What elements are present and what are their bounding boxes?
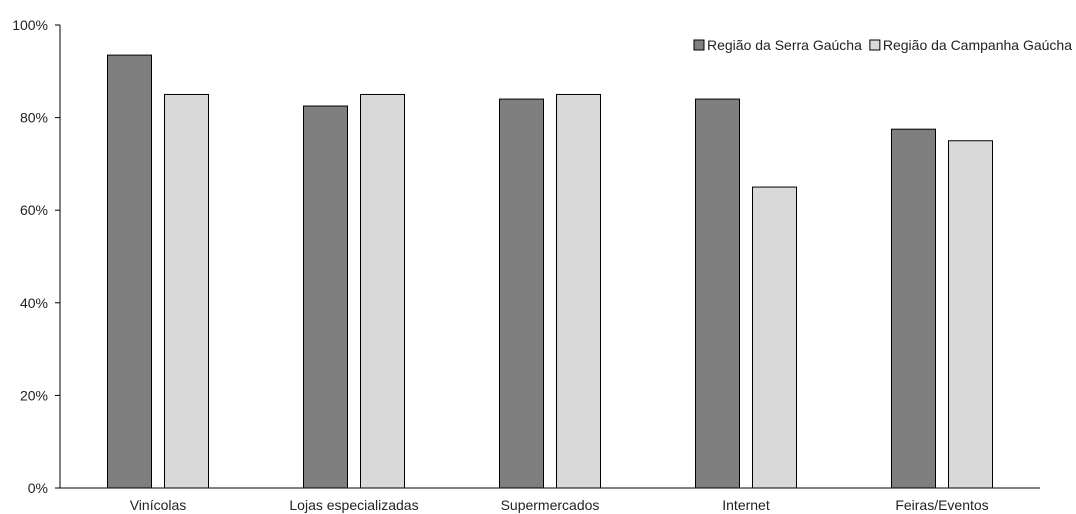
bars — [107, 54, 993, 489]
bar-serra-1 — [303, 105, 348, 489]
y-tick-label: 40% — [20, 295, 48, 311]
bar-campanha-4 — [948, 140, 993, 489]
legend-label: Região da Serra Gaúcha — [707, 37, 862, 53]
bar-campanha-0 — [164, 93, 209, 489]
y-tick-label: 60% — [20, 202, 48, 218]
x-tick-label: Internet — [722, 497, 770, 513]
bar-campanha-3 — [752, 186, 797, 489]
legend-swatch — [693, 39, 705, 51]
bar-serra-0 — [107, 54, 152, 489]
y-tick-label: 0% — [28, 480, 48, 496]
y-tick-label: 80% — [20, 110, 48, 126]
y-axis: 0% 20% 40% 60% 80% 100% — [12, 17, 61, 496]
x-tick-label: Feiras/Eventos — [895, 497, 988, 513]
y-tick-label: 100% — [12, 17, 48, 33]
bar-serra-4 — [891, 128, 936, 489]
x-tick-label: Lojas especializadas — [289, 497, 418, 513]
x-tick-label: Supermercados — [501, 497, 600, 513]
legend: Região da Serra Gaúcha Região da Campanha… — [693, 37, 1072, 53]
x-axis: Vinícolas Lojas especializadas Supermercad… — [60, 487, 1040, 513]
x-tick-label: Vinícolas — [130, 497, 187, 513]
legend-swatch — [869, 39, 881, 51]
bar-serra-2 — [499, 98, 544, 489]
bar-serra-3 — [695, 98, 740, 489]
y-tick-label: 20% — [20, 387, 48, 403]
bar-campanha-2 — [556, 93, 601, 489]
legend-label: Região da Campanha Gaúcha — [883, 37, 1072, 53]
bar-campanha-1 — [360, 93, 405, 489]
